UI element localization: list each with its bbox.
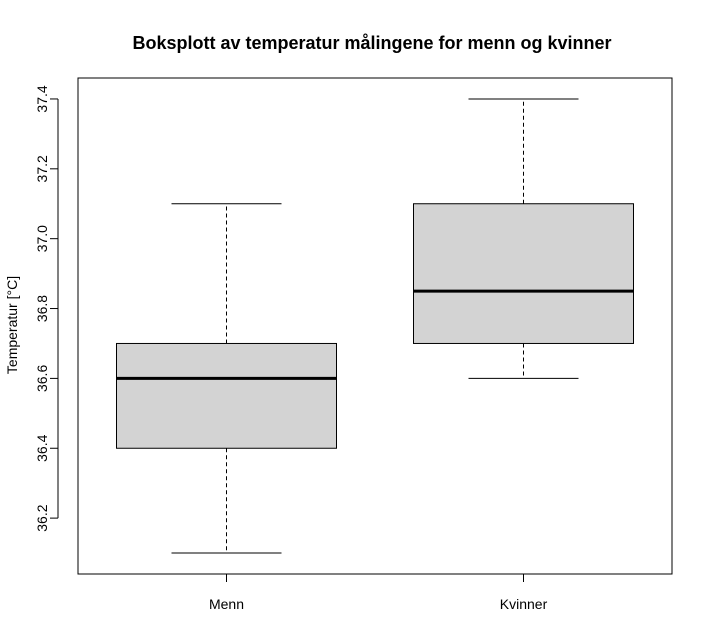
y-tick-label: 36.4 — [34, 434, 50, 461]
box-kvinner — [413, 98, 634, 379]
iqr-box — [413, 203, 634, 344]
y-tick-label: 36.2 — [34, 504, 50, 531]
y-tick-label: 37.2 — [34, 155, 50, 182]
y-tick-label: 37.4 — [34, 85, 50, 112]
x-tick-label: Menn — [209, 596, 244, 612]
x-axis: Menn Kvinner — [209, 573, 548, 612]
y-tick-label: 36.6 — [34, 365, 50, 392]
y-axis: 36.2 36.4 36.6 36.8 37.0 37.2 37.4 — [34, 85, 59, 532]
y-tick-label: 37.0 — [34, 225, 50, 252]
x-tick-label: Kvinner — [500, 596, 548, 612]
chart-title: Boksplott av temperatur målingene for me… — [132, 33, 611, 53]
y-tick-label: 36.8 — [34, 295, 50, 322]
iqr-box — [116, 342, 337, 449]
boxes-group — [116, 98, 634, 554]
box-menn — [116, 203, 337, 554]
y-axis-label: Temperatur [°C] — [4, 276, 20, 374]
